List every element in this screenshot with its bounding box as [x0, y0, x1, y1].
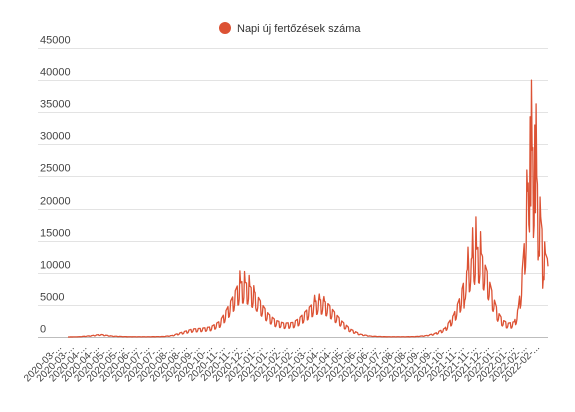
- x-axis-tick-labels: 2020-03-...2020-03-...2020-04-...2020-04…: [22, 342, 542, 384]
- legend[interactable]: Napi új fertőzések száma: [219, 22, 361, 35]
- gridlines: [38, 48, 548, 338]
- y-axis-tick-labels: 0 5000 10000 15000 20000 25000 30000 35000 40000…: [40, 35, 71, 336]
- y-tick-label: 45000: [40, 35, 71, 47]
- y-tick-label: 35000: [40, 99, 71, 111]
- y-tick-label: 25000: [40, 163, 71, 175]
- y-tick-label: 5000: [40, 292, 64, 304]
- y-tick-label: 0: [40, 324, 46, 336]
- legend-label: Napi új fertőzések száma: [237, 23, 361, 35]
- y-tick-label: 10000: [40, 260, 71, 272]
- y-tick-label: 30000: [40, 131, 71, 143]
- legend-swatch-icon: [219, 22, 231, 34]
- series-line: [67, 79, 549, 338]
- series-lines: [67, 79, 549, 338]
- y-tick-label: 15000: [40, 228, 71, 240]
- y-tick-label: 20000: [40, 196, 71, 208]
- y-tick-label: 40000: [40, 67, 71, 79]
